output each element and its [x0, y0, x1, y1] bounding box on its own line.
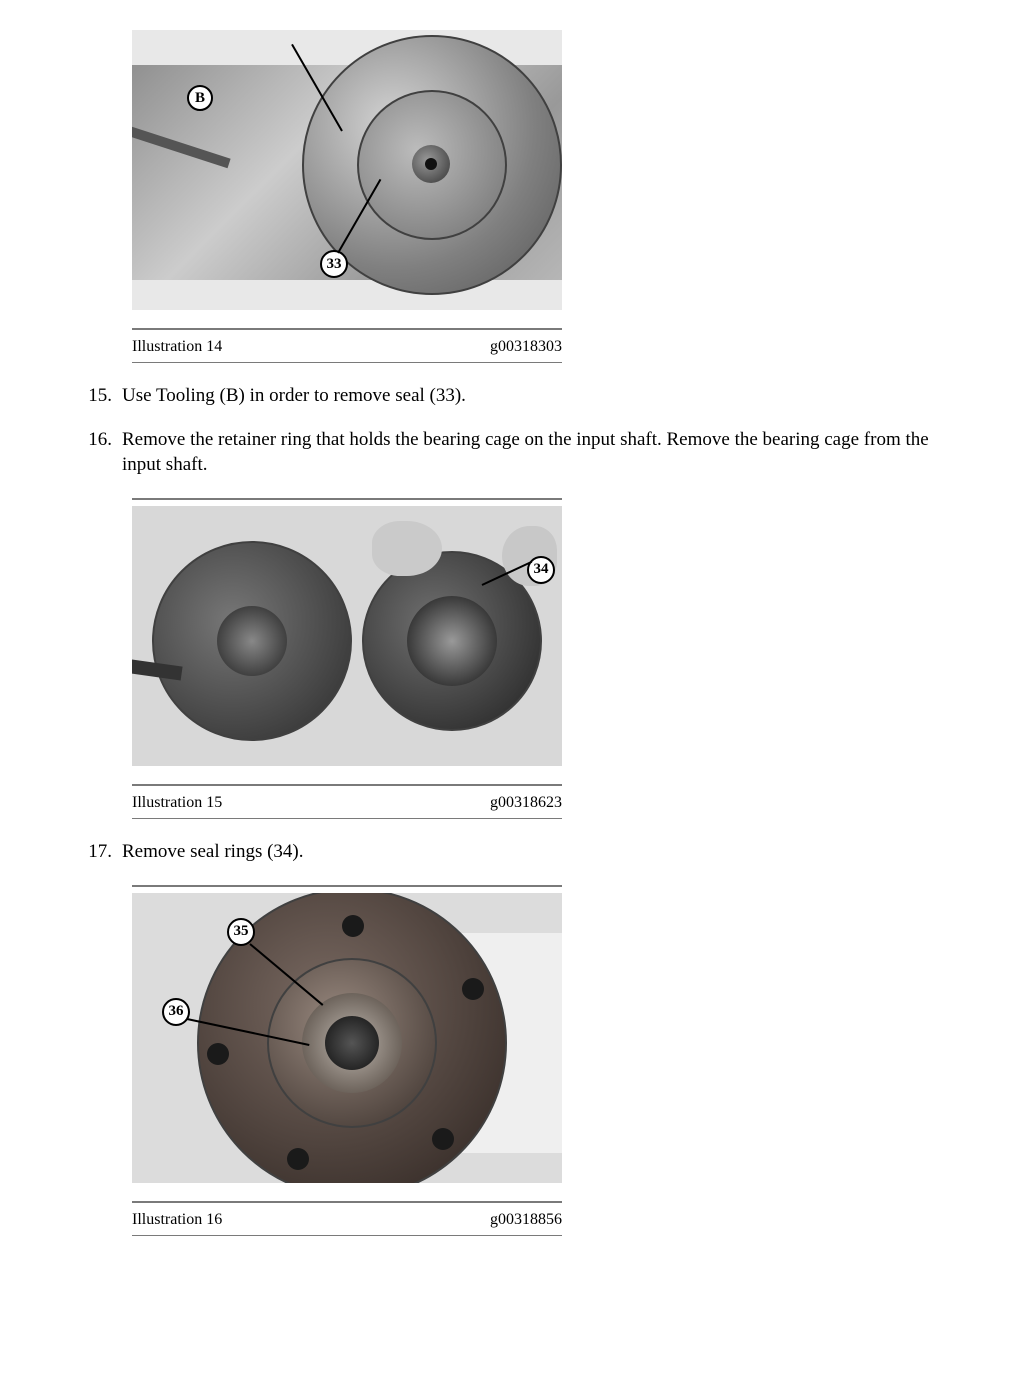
step-list-1: 15. Use Tooling (B) in order to remove s… [80, 383, 964, 478]
figure-16: 35 36 Illustration 16 g00318856 [132, 885, 964, 1236]
step-16-num: 16. [80, 427, 122, 478]
caption-rule-bottom [132, 1235, 562, 1236]
caption-rule [132, 498, 562, 500]
figure-15-label: Illustration 15 [132, 794, 222, 812]
caption-rule [132, 784, 562, 786]
caption-rule [132, 885, 562, 887]
step-17: 17. Remove seal rings (34). [80, 839, 964, 865]
step-16-text: Remove the retainer ring that holds the … [122, 427, 964, 478]
figure-16-caption: Illustration 16 g00318856 [132, 1209, 562, 1231]
callout-36-label: 36 [169, 1003, 184, 1020]
step-15: 15. Use Tooling (B) in order to remove s… [80, 383, 964, 409]
figure-15-caption: Illustration 15 g00318623 [132, 792, 562, 814]
caption-rule-bottom [132, 818, 562, 819]
step-15-text: Use Tooling (B) in order to remove seal … [122, 383, 964, 409]
figure-14-image: B 33 [132, 30, 562, 310]
step-15-num: 15. [80, 383, 122, 409]
figure-14-label: Illustration 14 [132, 338, 222, 356]
callout-33: 33 [320, 250, 348, 278]
figure-16-label: Illustration 16 [132, 1211, 222, 1229]
callout-34-label: 34 [534, 561, 549, 578]
figure-14-ref: g00318303 [490, 338, 562, 356]
callout-b-label: B [195, 90, 205, 107]
figure-16-image: 35 36 [132, 893, 562, 1183]
figure-15-image: 34 [132, 506, 562, 766]
caption-rule-bottom [132, 362, 562, 363]
step-list-2: 17. Remove seal rings (34). [80, 839, 964, 865]
figure-14: B 33 Illustration 14 g00318303 [132, 30, 964, 363]
figure-14-caption: Illustration 14 g00318303 [132, 336, 562, 358]
figure-15: 34 Illustration 15 g00318623 [132, 498, 964, 819]
step-17-text: Remove seal rings (34). [122, 839, 964, 865]
step-16: 16. Remove the retainer ring that holds … [80, 427, 964, 478]
callout-36: 36 [162, 998, 190, 1026]
callout-33-label: 33 [327, 256, 342, 273]
step-17-num: 17. [80, 839, 122, 865]
figure-16-ref: g00318856 [490, 1211, 562, 1229]
callout-b: B [187, 85, 213, 111]
figure-15-ref: g00318623 [490, 794, 562, 812]
caption-rule [132, 1201, 562, 1203]
callout-35-label: 35 [234, 923, 249, 940]
callout-35: 35 [227, 918, 255, 946]
caption-rule [132, 328, 562, 330]
